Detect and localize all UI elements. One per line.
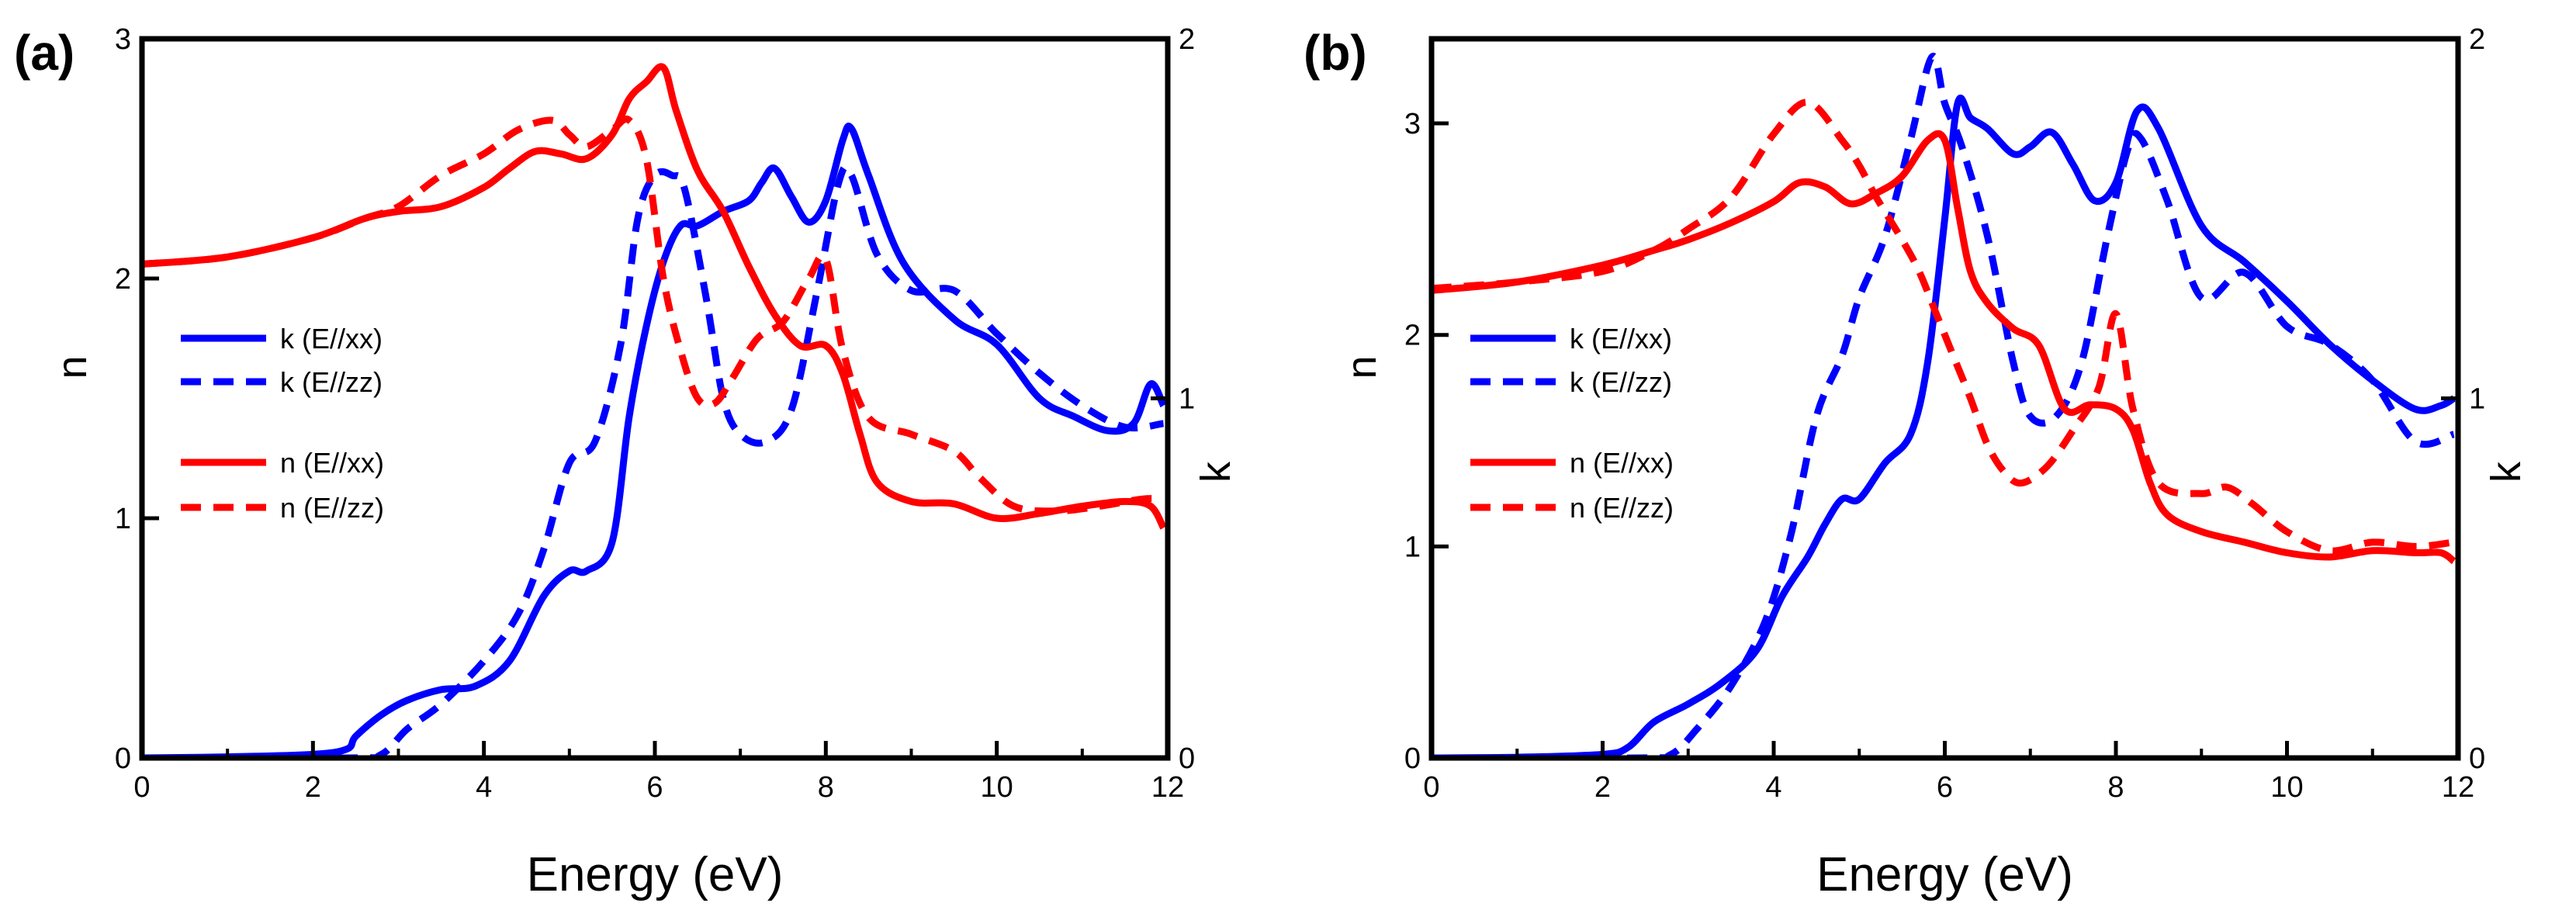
x-tick-label: 6 [646, 771, 663, 804]
series-line-n-e-xx- [142, 63, 1167, 530]
x-tick-label: 4 [476, 771, 492, 804]
y-left-tick-label: 1 [115, 503, 131, 535]
x-tick-label: 4 [1765, 771, 1781, 804]
y-left-axis-title: n [1338, 355, 1385, 379]
series-line-n-e-zz- [1432, 99, 2455, 555]
plot-frame [139, 36, 1171, 761]
x-tick-label: 10 [981, 771, 1013, 804]
panel-label: (a) [14, 25, 74, 81]
legend-label: n (E//xx) [280, 447, 384, 479]
x-tick-label: 12 [1151, 771, 1184, 804]
legend-label: n (E//zz) [280, 492, 384, 524]
legend-label: k (E//zz) [280, 366, 383, 398]
y-left-tick-label: 0 [1404, 742, 1421, 775]
x-tick-label: 0 [1423, 771, 1439, 804]
y-left-tick-label: 2 [1404, 320, 1421, 352]
y-left-axis-title: n [49, 355, 95, 379]
x-tick-label: 10 [2270, 771, 2303, 804]
x-tick-label: 12 [2442, 771, 2474, 804]
y-right-tick-label: 0 [2469, 742, 2485, 775]
y-right-tick-label: 2 [1179, 23, 1195, 56]
series-line-k-e-zz- [142, 164, 1165, 758]
x-tick-label: 8 [2107, 771, 2124, 804]
series-line-n-e-zz- [142, 116, 1164, 515]
y-right-tick-label: 0 [1179, 742, 1195, 775]
y-left-tick-label: 3 [115, 23, 131, 56]
x-tick-label: 2 [1594, 771, 1611, 804]
legend-label: k (E//xx) [280, 323, 383, 355]
panel-label: (b) [1304, 25, 1367, 81]
y-right-tick-label: 1 [2469, 383, 2485, 416]
series-line-n-e-xx- [1432, 130, 2457, 565]
y-left-tick-label: 0 [115, 742, 131, 775]
y-right-tick-label: 1 [1179, 383, 1195, 416]
y-right-tick-label: 2 [2469, 23, 2485, 56]
x-tick-label: 8 [818, 771, 834, 804]
legend-label: n (E//xx) [1570, 447, 1674, 479]
legend-label: n (E//zz) [1570, 492, 1674, 524]
y-left-tick-label: 1 [1404, 531, 1421, 563]
y-right-axis-title: k [1193, 461, 1239, 483]
x-tick-label: 2 [305, 771, 321, 804]
y-left-tick-label: 3 [1404, 108, 1421, 140]
x-axis-title: Energy (eV) [527, 848, 784, 901]
legend-label: k (E//zz) [1570, 366, 1672, 398]
series-line-k-e-xx- [1432, 94, 2456, 758]
y-left-tick-label: 2 [115, 263, 131, 296]
y-right-axis-title: k [2483, 461, 2529, 483]
x-tick-label: 6 [1937, 771, 1953, 804]
series-line-k-e-zz- [1432, 53, 2455, 758]
series-line-k-e-xx- [142, 123, 1167, 758]
x-tick-label: 0 [133, 771, 150, 804]
x-axis-title: Energy (eV) [1816, 848, 2073, 901]
legend-label: k (E//xx) [1570, 323, 1672, 355]
